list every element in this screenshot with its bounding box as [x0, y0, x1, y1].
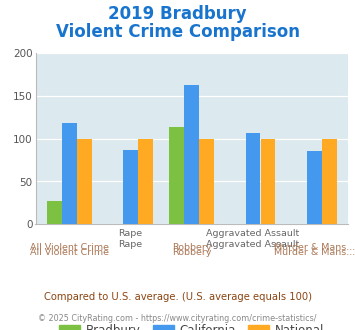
Text: Aggravated Assault: Aggravated Assault: [206, 240, 300, 249]
Text: Compared to U.S. average. (U.S. average equals 100): Compared to U.S. average. (U.S. average …: [44, 292, 311, 302]
Text: Murder & Mans...: Murder & Mans...: [274, 248, 355, 257]
Bar: [77, 139, 92, 224]
Bar: [307, 150, 322, 224]
Text: Rape: Rape: [118, 240, 142, 249]
Bar: [169, 127, 184, 224]
Bar: [261, 139, 275, 224]
Text: Rape: Rape: [118, 229, 142, 238]
Text: © 2025 CityRating.com - https://www.cityrating.com/crime-statistics/: © 2025 CityRating.com - https://www.city…: [38, 314, 317, 323]
Legend: Bradbury, California, National: Bradbury, California, National: [54, 319, 329, 330]
Bar: [200, 139, 214, 224]
Text: Aggravated Assault: Aggravated Assault: [206, 229, 300, 238]
Bar: [184, 85, 199, 224]
Text: 2019 Bradbury: 2019 Bradbury: [108, 5, 247, 23]
Text: Robbery: Robbery: [172, 243, 212, 251]
Text: Robbery: Robbery: [172, 248, 212, 257]
Bar: [246, 133, 260, 224]
Text: Violent Crime Comparison: Violent Crime Comparison: [55, 23, 300, 41]
Bar: [138, 139, 153, 224]
Text: All Violent Crime: All Violent Crime: [30, 248, 109, 257]
Text: All Violent Crime: All Violent Crime: [30, 243, 109, 251]
Bar: [322, 139, 337, 224]
Bar: [123, 150, 138, 224]
Bar: [62, 123, 77, 224]
Bar: [47, 201, 61, 224]
Text: Murder & Mans...: Murder & Mans...: [274, 243, 355, 251]
